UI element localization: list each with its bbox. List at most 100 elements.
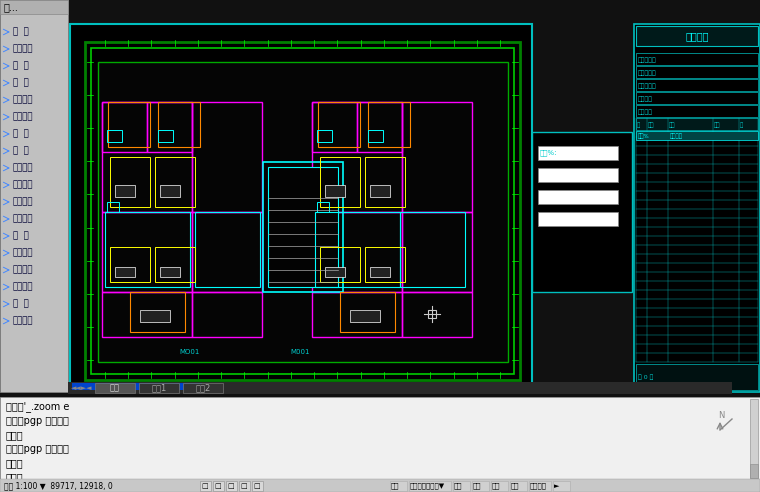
- Text: 门  窗: 门 窗: [13, 79, 29, 88]
- Bar: [636, 92, 758, 104]
- Bar: [350, 310, 380, 322]
- Text: 命令：: 命令：: [6, 472, 24, 482]
- Text: □: □: [254, 483, 261, 489]
- Bar: [636, 364, 758, 390]
- Bar: [195, 212, 260, 287]
- Bar: [158, 130, 173, 142]
- Text: 模型: 模型: [391, 483, 400, 490]
- Bar: [158, 102, 200, 147]
- Text: 布局2: 布局2: [195, 383, 211, 393]
- Text: 审核人：: 审核人：: [638, 109, 653, 115]
- Text: MO01: MO01: [180, 349, 200, 355]
- Text: 图层控制: 图层控制: [13, 215, 33, 223]
- Text: 其  它: 其 它: [13, 300, 29, 308]
- Bar: [312, 212, 402, 292]
- Text: 轴网柱子: 轴网柱子: [13, 44, 33, 54]
- Bar: [357, 102, 402, 152]
- Bar: [553, 481, 570, 491]
- Bar: [213, 481, 224, 491]
- Bar: [95, 383, 135, 393]
- Text: □: □: [201, 483, 208, 489]
- Bar: [315, 212, 400, 287]
- Text: 命令：: 命令：: [6, 458, 24, 468]
- Text: 工  具: 工 具: [13, 232, 29, 241]
- Bar: [110, 157, 150, 207]
- Bar: [538, 146, 618, 160]
- Bar: [409, 481, 451, 491]
- Text: 帮助演示: 帮助演示: [13, 316, 33, 326]
- Bar: [370, 267, 390, 277]
- Text: 命令：'_.zoom e: 命令：'_.zoom e: [6, 401, 69, 412]
- Text: 图纸标注: 图纸标注: [670, 133, 683, 139]
- Bar: [325, 185, 345, 197]
- Bar: [68, 382, 732, 394]
- Text: 图纸目录: 图纸目录: [686, 31, 709, 41]
- Text: 文件布图: 文件布图: [13, 282, 33, 291]
- Bar: [192, 212, 262, 292]
- Text: M001: M001: [290, 349, 310, 355]
- Text: 模型: 模型: [110, 383, 120, 393]
- Bar: [107, 130, 122, 142]
- Bar: [318, 102, 360, 147]
- Bar: [400, 212, 465, 287]
- Bar: [0, 0, 68, 14]
- Text: □: □: [214, 483, 221, 489]
- Bar: [239, 481, 250, 491]
- Bar: [532, 132, 632, 292]
- Bar: [317, 130, 332, 142]
- Bar: [402, 102, 472, 212]
- Text: 名称: 名称: [669, 122, 676, 128]
- Bar: [636, 79, 758, 91]
- Bar: [634, 24, 760, 392]
- Text: □: □: [228, 483, 234, 489]
- Bar: [390, 481, 407, 491]
- Text: 捕捉: 捕捉: [492, 483, 501, 490]
- Bar: [320, 157, 360, 207]
- Text: 房间屋顶: 房间屋顶: [13, 95, 33, 104]
- Text: 文字表格: 文字表格: [13, 163, 33, 173]
- Bar: [192, 102, 262, 212]
- Bar: [510, 481, 527, 491]
- Bar: [102, 292, 192, 337]
- Bar: [160, 267, 180, 277]
- Bar: [368, 102, 410, 147]
- Bar: [263, 162, 343, 292]
- Bar: [529, 481, 551, 491]
- Bar: [340, 292, 395, 332]
- Text: 命令：: 命令：: [6, 430, 24, 440]
- Text: 备: 备: [740, 122, 743, 128]
- Text: 立  面: 立 面: [13, 129, 29, 139]
- Bar: [268, 167, 338, 287]
- Bar: [155, 157, 195, 207]
- Bar: [102, 212, 192, 292]
- Text: 尺寸标注: 尺寸标注: [13, 181, 33, 189]
- Bar: [636, 26, 758, 46]
- Text: ◄◄►◄: ◄◄►◄: [71, 385, 93, 391]
- Bar: [317, 202, 329, 212]
- Text: 二维草图与注释▼: 二维草图与注释▼: [410, 483, 445, 490]
- Bar: [110, 247, 150, 282]
- Bar: [115, 185, 135, 197]
- Bar: [0, 397, 760, 492]
- Bar: [370, 185, 390, 197]
- Bar: [72, 383, 202, 390]
- Bar: [538, 190, 618, 204]
- Bar: [453, 481, 470, 491]
- Text: 工程名称：: 工程名称：: [638, 57, 657, 63]
- Bar: [70, 24, 532, 392]
- Bar: [102, 102, 147, 152]
- Text: 加粗: 加粗: [511, 483, 520, 490]
- Text: N: N: [718, 410, 724, 420]
- Bar: [428, 310, 436, 318]
- Bar: [636, 66, 758, 78]
- Text: 图纸%:: 图纸%:: [540, 150, 558, 156]
- Bar: [183, 383, 223, 393]
- Bar: [368, 130, 383, 142]
- Bar: [200, 481, 211, 491]
- Text: 共 0 张: 共 0 张: [638, 374, 654, 380]
- Text: ►: ►: [554, 483, 559, 489]
- Bar: [636, 131, 758, 140]
- Bar: [140, 310, 170, 322]
- Text: 比例: 比例: [714, 122, 720, 128]
- Text: 建设单位：: 建设单位：: [638, 70, 657, 76]
